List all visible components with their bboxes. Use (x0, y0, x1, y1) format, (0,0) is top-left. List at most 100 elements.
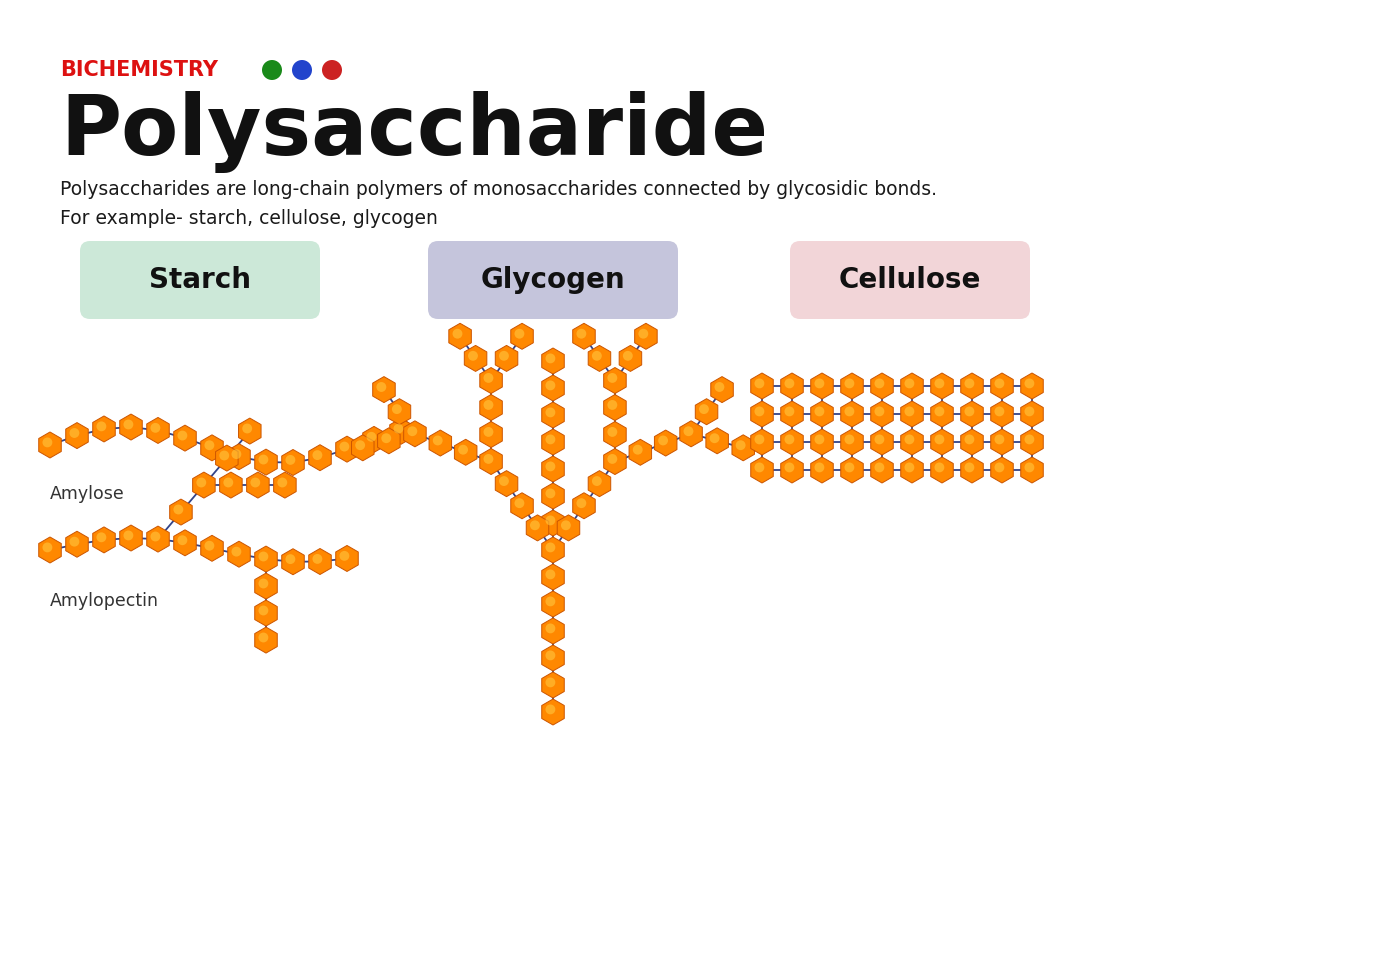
Circle shape (123, 530, 133, 540)
Polygon shape (604, 449, 626, 474)
Polygon shape (238, 418, 261, 444)
Circle shape (468, 351, 478, 361)
Circle shape (173, 505, 183, 514)
Polygon shape (309, 549, 331, 574)
Circle shape (875, 463, 884, 472)
Circle shape (432, 435, 442, 445)
Polygon shape (281, 549, 305, 574)
Text: Polysaccharides are long-chain polymers of monosaccharides connected by glycosid: Polysaccharides are long-chain polymers … (60, 180, 937, 200)
Circle shape (151, 423, 161, 433)
Polygon shape (363, 426, 385, 453)
Circle shape (965, 407, 974, 416)
Polygon shape (841, 373, 863, 399)
Polygon shape (991, 429, 1013, 455)
Circle shape (529, 520, 541, 530)
Polygon shape (732, 435, 754, 461)
Polygon shape (542, 510, 564, 536)
Polygon shape (227, 541, 251, 567)
Circle shape (97, 532, 107, 542)
Circle shape (459, 445, 468, 455)
Circle shape (607, 373, 617, 383)
Polygon shape (511, 323, 534, 349)
Circle shape (197, 477, 207, 487)
Polygon shape (480, 395, 502, 420)
Circle shape (546, 488, 556, 499)
Polygon shape (455, 439, 477, 466)
Polygon shape (841, 457, 863, 483)
Polygon shape (604, 368, 626, 394)
Polygon shape (931, 457, 954, 483)
Circle shape (546, 380, 556, 390)
Polygon shape (169, 499, 193, 525)
Circle shape (484, 400, 493, 410)
Circle shape (784, 434, 794, 444)
Polygon shape (201, 435, 223, 461)
Circle shape (205, 440, 215, 450)
Circle shape (69, 428, 79, 438)
Polygon shape (931, 373, 954, 399)
Polygon shape (173, 425, 197, 451)
Polygon shape (901, 457, 923, 483)
Polygon shape (542, 618, 564, 644)
Polygon shape (931, 401, 954, 427)
Circle shape (561, 520, 571, 530)
Circle shape (715, 382, 725, 392)
Circle shape (231, 547, 241, 557)
Circle shape (905, 378, 915, 388)
Circle shape (258, 606, 269, 615)
Polygon shape (542, 537, 564, 563)
Circle shape (934, 407, 944, 416)
Polygon shape (870, 401, 893, 427)
Polygon shape (870, 429, 893, 455)
Polygon shape (870, 457, 893, 483)
Circle shape (934, 378, 944, 388)
Polygon shape (604, 395, 626, 420)
Circle shape (258, 552, 269, 562)
Polygon shape (751, 429, 773, 455)
Circle shape (340, 442, 349, 452)
Polygon shape (201, 535, 223, 562)
Polygon shape (751, 373, 773, 399)
Circle shape (995, 407, 1005, 416)
Circle shape (607, 454, 617, 464)
Circle shape (754, 407, 764, 416)
Polygon shape (216, 445, 238, 471)
Polygon shape (93, 527, 115, 553)
Text: Polysaccharide: Polysaccharide (60, 91, 768, 173)
Circle shape (484, 454, 493, 464)
Circle shape (784, 407, 794, 416)
Polygon shape (960, 401, 983, 427)
Circle shape (844, 407, 854, 416)
Text: Cellulose: Cellulose (839, 266, 981, 294)
Polygon shape (751, 457, 773, 483)
Polygon shape (542, 645, 564, 671)
Polygon shape (389, 418, 412, 444)
Polygon shape (119, 415, 143, 440)
Circle shape (965, 378, 974, 388)
Circle shape (1024, 378, 1034, 388)
Polygon shape (335, 436, 358, 463)
Circle shape (312, 554, 323, 563)
Circle shape (639, 328, 649, 339)
Polygon shape (542, 348, 564, 374)
Polygon shape (255, 627, 277, 653)
Polygon shape (255, 600, 277, 626)
Polygon shape (527, 514, 549, 541)
Circle shape (407, 426, 417, 436)
Circle shape (607, 400, 617, 410)
Circle shape (292, 60, 312, 80)
Polygon shape (1020, 429, 1044, 455)
Polygon shape (711, 376, 733, 403)
Polygon shape (542, 591, 564, 617)
Circle shape (231, 449, 241, 459)
Circle shape (514, 328, 524, 339)
Circle shape (592, 351, 602, 361)
Polygon shape (811, 373, 833, 399)
Polygon shape (39, 537, 61, 563)
Polygon shape (991, 401, 1013, 427)
Circle shape (905, 407, 915, 416)
Polygon shape (870, 373, 893, 399)
Polygon shape (542, 429, 564, 455)
Circle shape (484, 427, 493, 437)
FancyBboxPatch shape (790, 241, 1030, 319)
